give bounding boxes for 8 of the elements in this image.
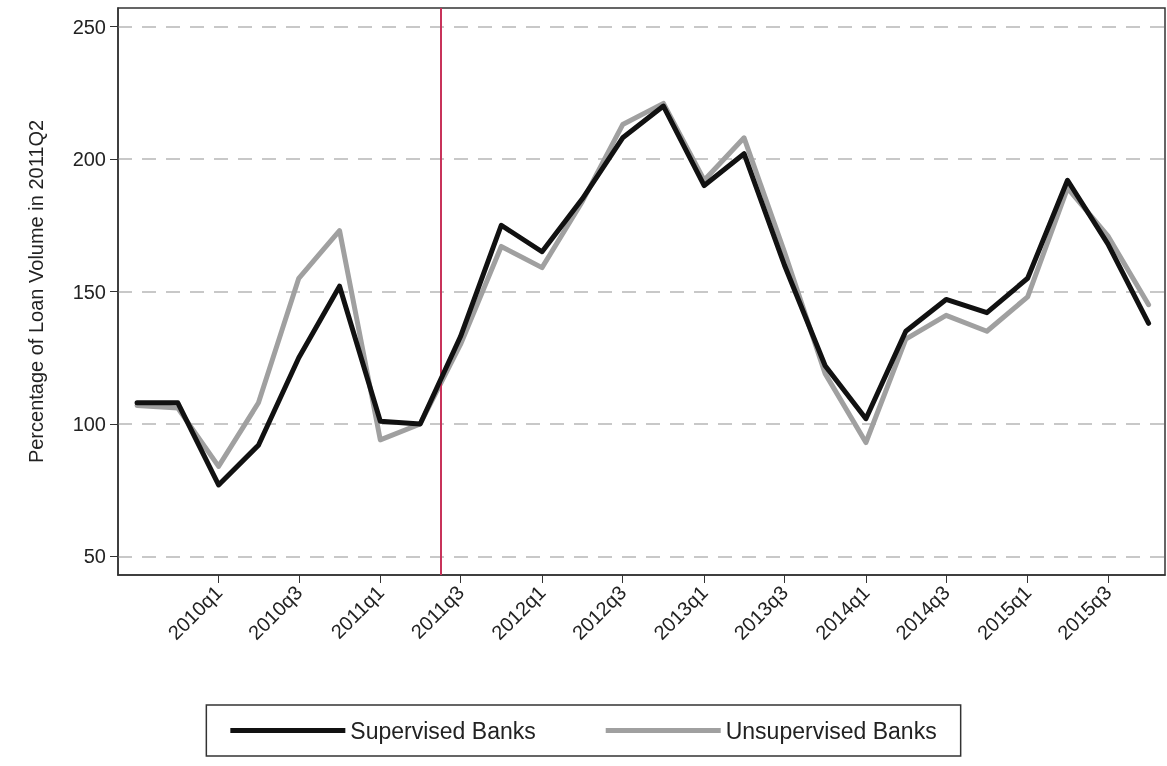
legend-label: Supervised Banks	[350, 717, 536, 744]
y-tick-label: 100	[72, 412, 106, 435]
y-tick-label: 50	[83, 545, 106, 568]
y-tick-label: 150	[72, 280, 106, 303]
y-tick-label: 250	[72, 15, 106, 38]
legend-label: Unsupervised Banks	[725, 717, 937, 744]
y-tick-label: 200	[72, 148, 106, 171]
y-axis-title: Percentage of Loan Volume in 2011Q2	[25, 119, 47, 464]
